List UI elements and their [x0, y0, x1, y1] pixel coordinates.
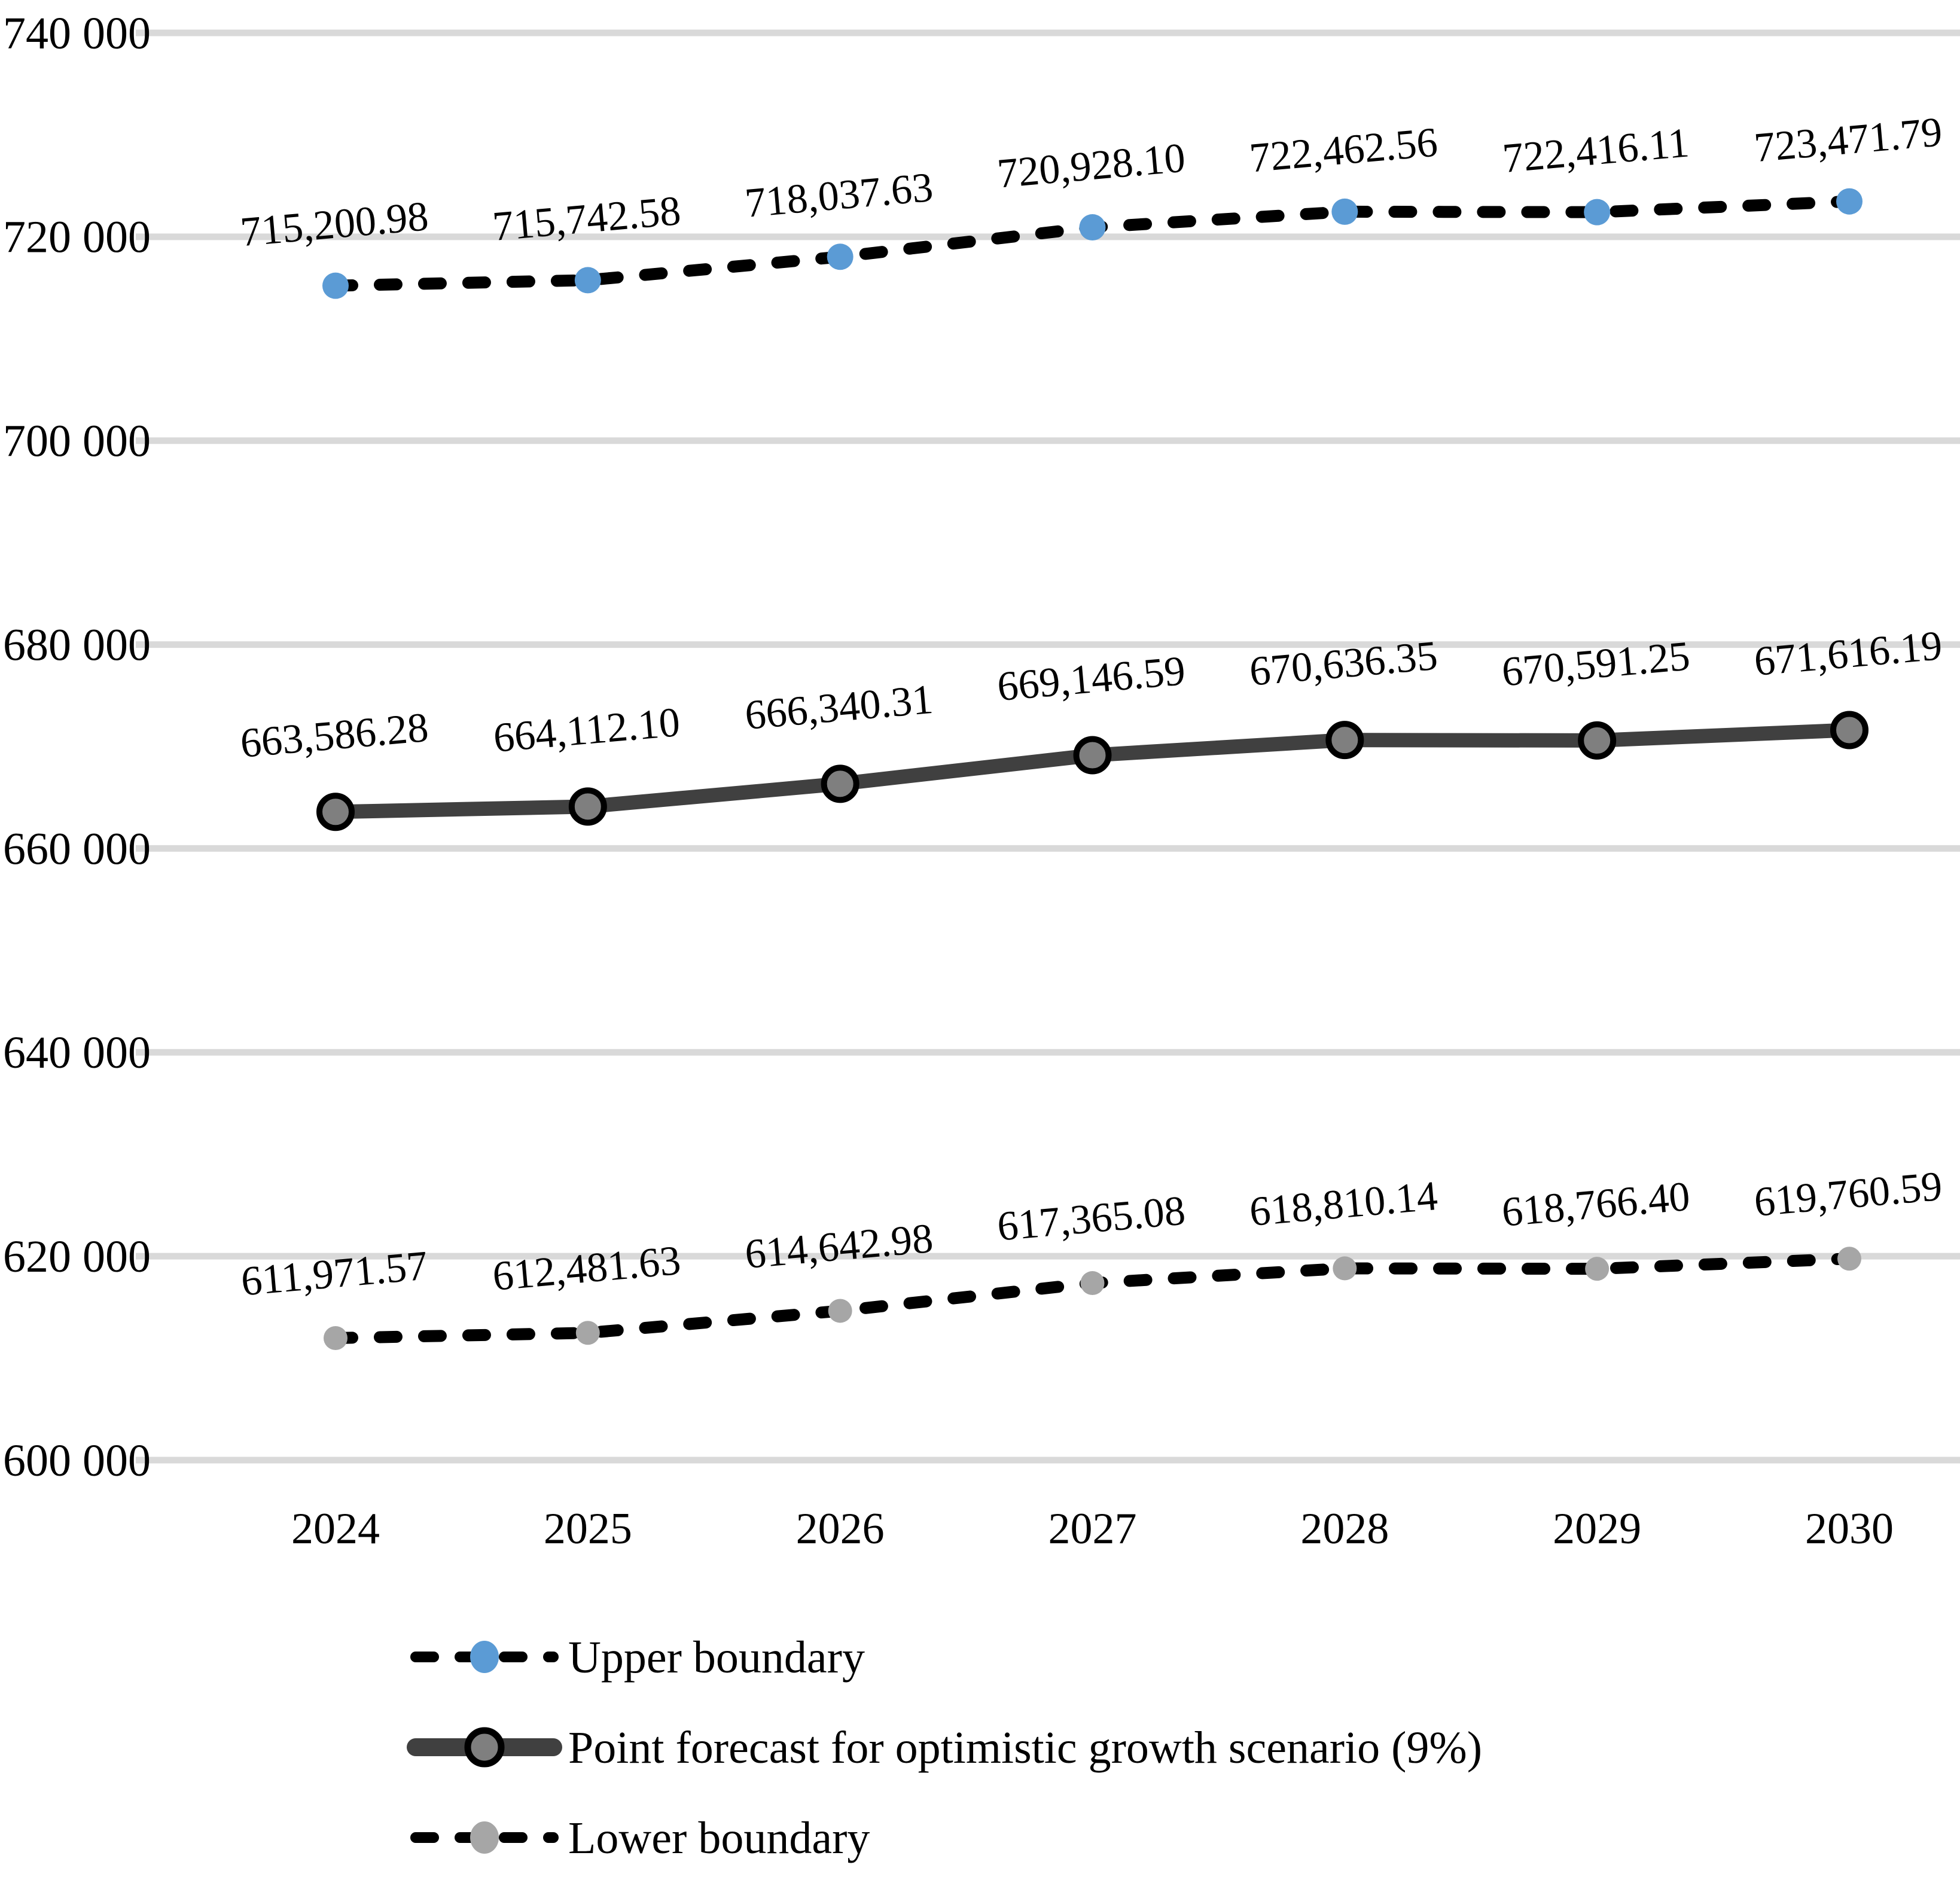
upper-boundary-marker-icon [470, 1641, 499, 1673]
data-label: 669,146.59 [995, 648, 1187, 710]
data-label: 663,586.28 [239, 705, 431, 767]
legend-item-lower-boundary: Lower boundary [410, 1813, 870, 1863]
data-label: 664,112.10 [492, 699, 682, 761]
data-point-marker [1325, 721, 1364, 760]
y-tick-label: 700 000 [3, 416, 151, 467]
x-tick-label: 2028 [1300, 1504, 1389, 1553]
data-point-marker [827, 243, 854, 270]
y-tick-label: 740 000 [3, 8, 151, 59]
data-point-marker [828, 1299, 852, 1323]
data-point-marker [324, 1326, 348, 1350]
x-tick-label: 2026 [796, 1504, 885, 1553]
data-label: 671,616.19 [1752, 623, 1944, 685]
y-tick-label: 600 000 [3, 1436, 151, 1486]
y-axis-labels: 600 000 620 000 640 000 660 000 680 000 700 0… [3, 8, 151, 1486]
series-layer [316, 188, 1868, 1350]
point-forecast-marker-icon [464, 1727, 505, 1768]
data-point-marker [1331, 198, 1358, 225]
data-label: 715,742.58 [491, 188, 683, 250]
x-tick-label: 2030 [1805, 1504, 1894, 1553]
x-axis-labels: 2024 2025 2026 2027 2028 2029 2030 [291, 1504, 1894, 1553]
data-label: 612,481.63 [491, 1238, 683, 1300]
data-point-marker [1080, 1271, 1105, 1296]
data-point-marker [1333, 1256, 1357, 1281]
data-point-marker [1585, 1257, 1610, 1281]
data-label: 715,200.98 [239, 193, 431, 255]
data-point-marker [322, 272, 349, 299]
data-label: 619,760.59 [1752, 1163, 1944, 1226]
data-label: 618,766.40 [1500, 1174, 1692, 1236]
data-label: 723,471.79 [1752, 109, 1944, 171]
lower-boundary-marker-icon [470, 1821, 499, 1854]
data-label: 617,365.08 [995, 1188, 1187, 1250]
x-tick-label: 2029 [1553, 1504, 1641, 1553]
data-point-marker [316, 793, 355, 831]
x-tick-label: 2027 [1048, 1504, 1137, 1553]
legend: Upper boundary Point forecast for optimi… [407, 1632, 1482, 1863]
data-point-marker [1079, 214, 1106, 241]
y-tick-label: 640 000 [3, 1028, 151, 1078]
legend-label-lower-boundary: Lower boundary [568, 1813, 870, 1863]
data-point-marker [575, 1321, 600, 1345]
data-point-marker [1830, 711, 1868, 749]
data-label: 611,971.57 [239, 1243, 429, 1305]
data-point-marker [574, 267, 601, 294]
legend-item-upper-boundary: Upper boundary [410, 1632, 865, 1683]
data-point-marker [568, 787, 607, 826]
data-label: 666,340.31 [743, 677, 935, 739]
data-point-marker [1836, 188, 1863, 215]
data-label: 720,928.10 [995, 135, 1187, 197]
data-point-marker [1073, 736, 1112, 775]
data-label: 722,416.11 [1501, 120, 1691, 182]
y-tick-label: 680 000 [3, 620, 151, 670]
data-labels-layer: 715,200.98 715,742.58 718,037.63 720,928.10… [239, 109, 1944, 1305]
legend-label-point-forecast: Point forecast for optimistic growth sce… [568, 1723, 1482, 1773]
legend-label-upper-boundary: Upper boundary [568, 1632, 865, 1683]
y-tick-label: 620 000 [3, 1232, 151, 1282]
data-label: 722,462.56 [1248, 119, 1440, 181]
x-tick-label: 2025 [544, 1504, 632, 1553]
data-point-marker [1584, 199, 1611, 226]
data-point-marker [1578, 721, 1617, 760]
data-point-marker [821, 764, 859, 803]
gridlines [136, 29, 1960, 1464]
data-label: 618,810.14 [1248, 1173, 1440, 1235]
data-label: 718,037.63 [743, 164, 935, 227]
y-tick-label: 660 000 [3, 824, 151, 874]
legend-item-point-forecast: Point forecast for optimistic growth sce… [407, 1723, 1482, 1773]
y-tick-label: 720 000 [3, 212, 151, 263]
data-label: 614,642.98 [743, 1215, 935, 1278]
data-point-marker [1837, 1247, 1861, 1271]
x-tick-label: 2024 [291, 1504, 380, 1553]
